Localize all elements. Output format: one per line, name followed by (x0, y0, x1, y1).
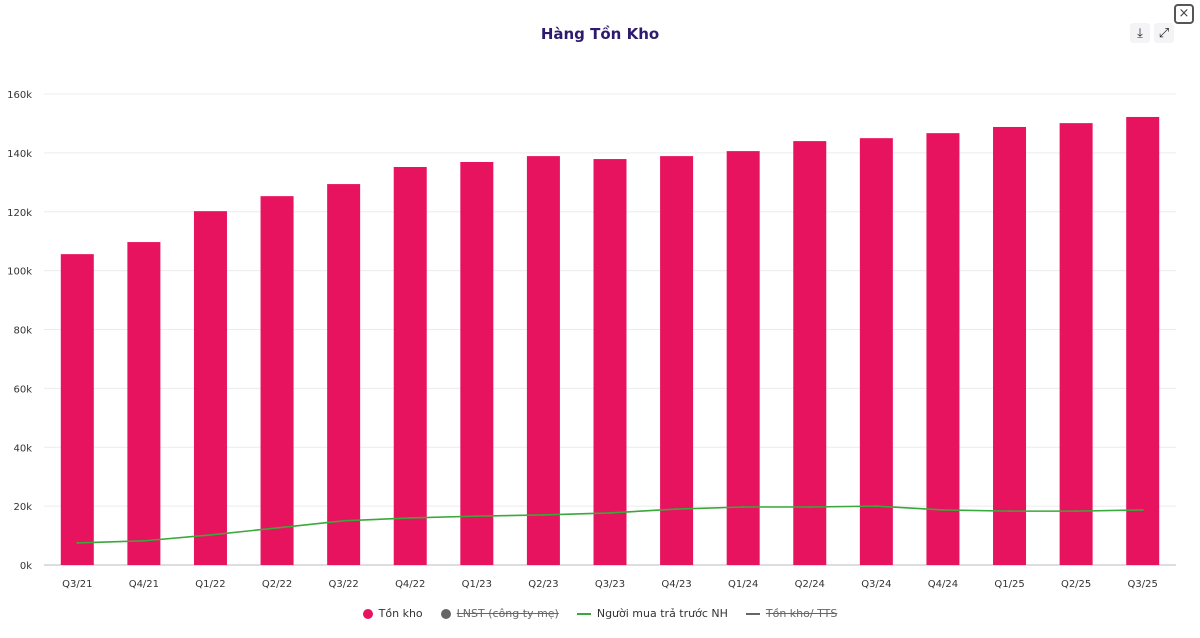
y-tick-label: 0k (20, 561, 32, 572)
x-tick-label: Q2/23 (528, 579, 558, 590)
line-point (1141, 508, 1144, 511)
line-point (209, 533, 212, 536)
legend-marker (745, 612, 760, 615)
bar (193, 211, 227, 565)
bar (993, 126, 1027, 565)
legend-label: Người mua trả trước NH (596, 607, 728, 620)
chart-title: Hàng Tồn Kho (540, 25, 660, 43)
y-tick-label: 100k (7, 267, 32, 278)
y-tick-label: 40k (13, 443, 32, 454)
expand-icon: ⤢ (1158, 25, 1170, 41)
line-point (542, 513, 545, 516)
legend-item[interactable]: Tồn kho/ TTS (745, 607, 838, 620)
x-tick-label: Q4/24 (928, 579, 958, 590)
legend-item[interactable]: Tồn kho (362, 607, 423, 620)
line-point (675, 508, 678, 511)
download-icon: ⤓ (1137, 25, 1143, 41)
bar (859, 138, 893, 565)
x-tick-label: Q2/22 (262, 579, 292, 590)
bar (1126, 116, 1160, 566)
line-point (808, 506, 811, 509)
line-point (409, 516, 412, 519)
line-point (76, 541, 79, 544)
line-point (1008, 510, 1011, 513)
x-tick-label: Q1/24 (728, 579, 758, 590)
legend-marker (440, 608, 451, 619)
line-point (742, 506, 745, 509)
bar (127, 242, 161, 565)
x-tick-label: Q2/24 (795, 579, 825, 590)
bar (260, 196, 294, 565)
x-tick-label: Q3/23 (595, 579, 625, 590)
bar (526, 156, 560, 565)
download-button[interactable]: ⤓ (1130, 23, 1150, 43)
line-point (142, 539, 145, 542)
legend-item[interactable]: LNST (công ty mẹ) (440, 607, 559, 620)
x-tick-label: Q4/22 (395, 579, 425, 590)
x-tick-label: Q3/21 (62, 579, 92, 590)
line-point (1075, 510, 1078, 513)
y-tick-label: 80k (13, 326, 32, 337)
line-point (276, 526, 279, 529)
x-tick-label: Q3/25 (1128, 579, 1158, 590)
x-tick-label: Q2/25 (1061, 579, 1091, 590)
bar (60, 254, 94, 565)
bar (460, 162, 494, 566)
legend-marker (576, 612, 591, 615)
x-tick-label: Q1/23 (462, 579, 492, 590)
bar (726, 151, 760, 565)
line-point (475, 515, 478, 518)
bar (793, 141, 827, 565)
y-tick-label: 160k (7, 90, 32, 101)
bar (1059, 123, 1093, 565)
y-tick-label: 140k (7, 149, 32, 160)
y-tick-label: 20k (13, 502, 32, 513)
close-icon: × (1178, 6, 1190, 21)
x-tick-label: Q3/22 (328, 579, 358, 590)
legend-label: Tồn kho (378, 607, 423, 620)
bar (593, 159, 627, 565)
bar (660, 156, 694, 565)
legend-item[interactable]: Người mua trả trước NH (576, 607, 728, 620)
line-point (342, 519, 345, 522)
bar (926, 133, 960, 566)
expand-button[interactable]: ⤢ (1154, 23, 1174, 43)
y-tick-label: 60k (13, 384, 32, 395)
bar (393, 167, 427, 565)
x-tick-label: Q4/21 (129, 579, 159, 590)
y-tick-label: 120k (7, 208, 32, 219)
x-tick-label: Q1/22 (195, 579, 225, 590)
legend: Tồn kho LNST (công ty mẹ) Người mua trả tr… (0, 607, 1200, 620)
close-button[interactable]: × (1174, 4, 1194, 24)
legend-label: LNST (công ty mẹ) (456, 607, 559, 620)
line-point (875, 505, 878, 508)
legend-label: Tồn kho/ TTS (765, 607, 838, 620)
x-tick-label: Q1/25 (994, 579, 1024, 590)
x-tick-label: Q3/24 (861, 579, 891, 590)
x-tick-label: Q4/23 (661, 579, 691, 590)
line-point (941, 508, 944, 511)
line-point (609, 511, 611, 514)
legend-marker (362, 608, 373, 619)
bar (327, 184, 361, 566)
